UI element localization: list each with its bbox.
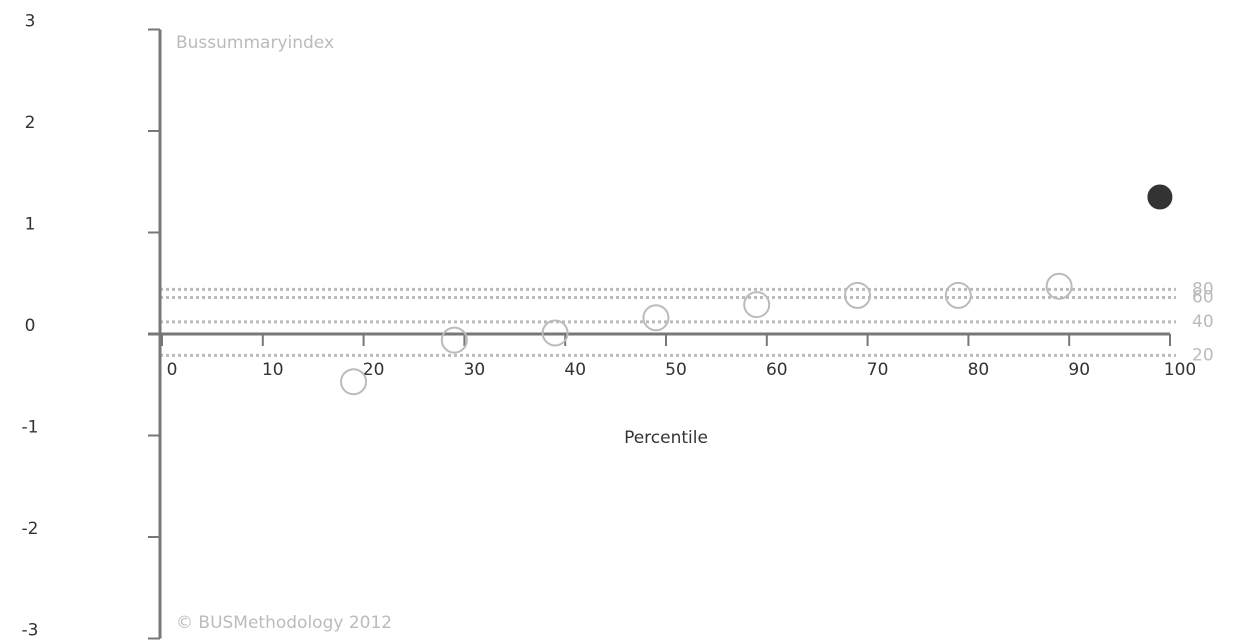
reference-label: 20 — [1192, 345, 1214, 365]
data-point — [944, 281, 972, 309]
y-tick-label: 1 — [25, 215, 36, 235]
x-tick-label: 80 — [968, 360, 990, 380]
x-tick-label: 30 — [464, 360, 486, 380]
y-tick-label: -3 — [22, 621, 39, 641]
reference-label: 40 — [1192, 312, 1214, 332]
reference-label: 60 — [1192, 287, 1214, 307]
x-tick-label: 10 — [262, 360, 284, 380]
data-point — [1147, 184, 1173, 210]
y-tick-label: 2 — [25, 113, 36, 133]
x-tick-label: 50 — [665, 360, 687, 380]
y-tick-label: 0 — [25, 316, 36, 336]
x-tick-label: 0 — [167, 360, 178, 380]
data-point — [642, 304, 670, 332]
x-axis-label: Percentile — [624, 428, 708, 448]
data-point — [340, 368, 368, 396]
chart-title: Bussummaryindex — [176, 33, 334, 53]
y-tick-label: -2 — [22, 519, 39, 539]
data-point — [440, 326, 468, 354]
x-tick-label: 70 — [867, 360, 889, 380]
reference-label: 80 — [1192, 279, 1214, 299]
data-point — [743, 291, 771, 319]
data-point — [844, 281, 872, 309]
x-tick-label: 60 — [766, 360, 788, 380]
x-tick-label: 100 — [1164, 360, 1196, 380]
y-tick-label: 3 — [25, 12, 36, 32]
data-point — [1045, 272, 1073, 300]
x-tick-label: 20 — [363, 360, 385, 380]
x-tick-label: 40 — [564, 360, 586, 380]
data-point — [541, 319, 569, 347]
x-tick-label: 90 — [1068, 360, 1090, 380]
y-tick-label: -1 — [22, 418, 39, 438]
footer: © BUSMethodology 2012 — [176, 613, 392, 633]
